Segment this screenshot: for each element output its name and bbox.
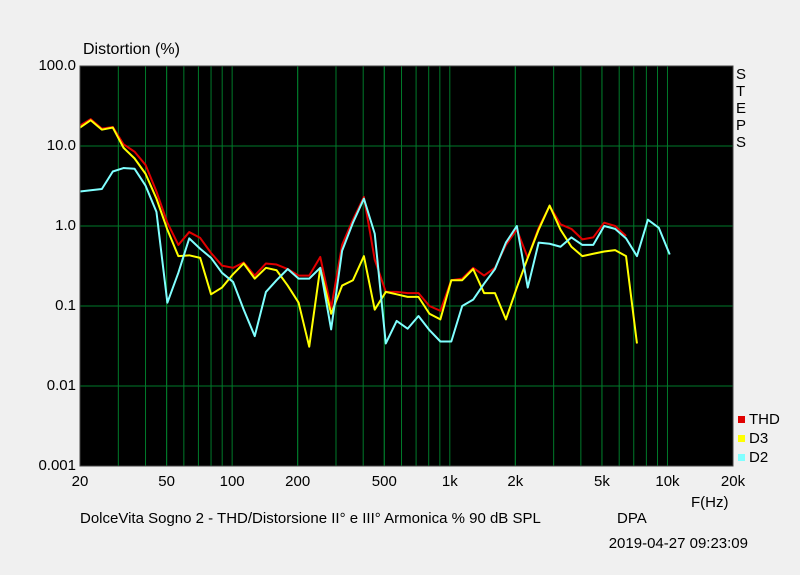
x-tick-label: 20 [72, 473, 89, 490]
y-tick-label: 0.1 [55, 297, 76, 314]
y-tick-label: 0.001 [38, 457, 76, 474]
series-line [79, 119, 638, 348]
legend-swatch [738, 416, 745, 423]
y-tick-label: 10.0 [47, 137, 76, 154]
timestamp: 2019-04-27 09:23:09 [609, 535, 748, 552]
x-tick-label: 50 [158, 473, 175, 490]
x-tick-label: 20k [721, 473, 746, 490]
legend-swatch [738, 435, 745, 442]
legend-swatch [738, 454, 745, 461]
series-line [79, 167, 671, 345]
x-tick-label: 2k [507, 473, 523, 490]
x-tick-label: 5k [594, 473, 610, 490]
y-tick-label: 1.0 [55, 217, 76, 234]
x-tick-label: 1k [442, 473, 458, 490]
x-tick-label: 10k [655, 473, 680, 490]
legend-label: D2 [749, 449, 768, 466]
plot-area [80, 66, 733, 466]
y-tick-label: 0.01 [47, 377, 76, 394]
subtitle: DolceVita Sogno 2 - THD/Distorsione II° … [80, 510, 541, 527]
x-tick-label: 100 [220, 473, 245, 490]
series-lines [79, 118, 671, 348]
legend-label: D3 [749, 430, 768, 447]
plot-border [79, 65, 734, 467]
chart-title: Distortion (%) [83, 41, 180, 58]
y-tick-label: 100.0 [38, 57, 76, 74]
side-label: STEPS [736, 66, 747, 151]
x-tick-label: 200 [285, 473, 310, 490]
x-axis-label: F(Hz) [691, 494, 729, 511]
legend-label: THD [749, 411, 780, 428]
x-tick-label: 500 [372, 473, 397, 490]
source: DPA [617, 510, 647, 527]
